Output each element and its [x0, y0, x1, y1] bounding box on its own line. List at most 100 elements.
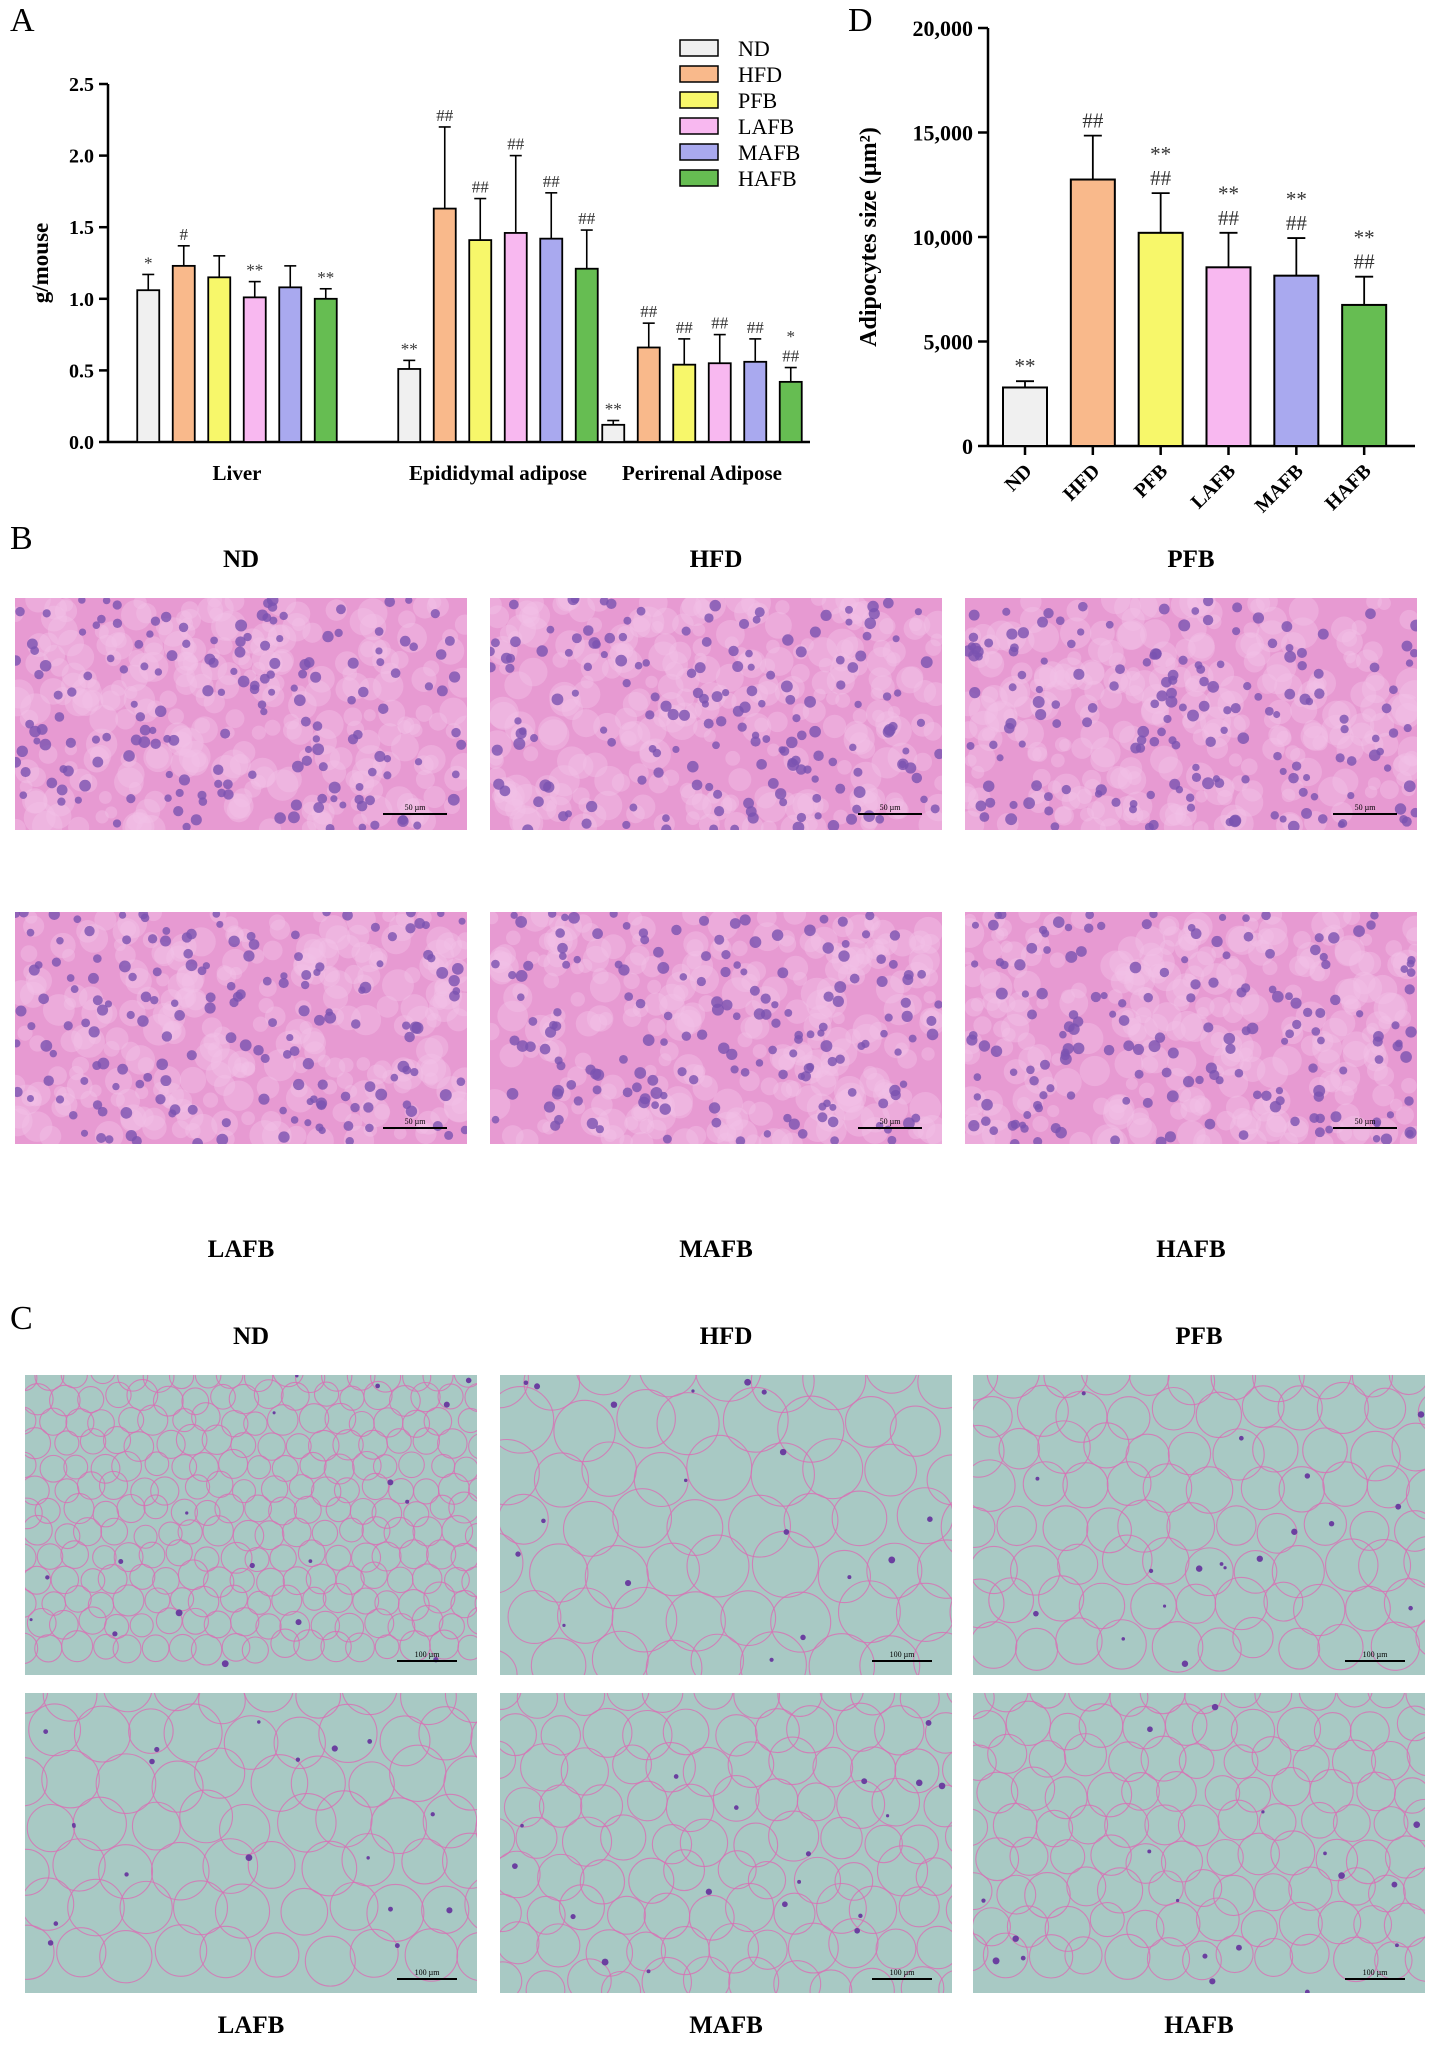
adipocyte [133, 1524, 158, 1549]
nucleus [653, 767, 664, 778]
cytoplasm [124, 685, 138, 699]
scale-bar-label: 100 µm [415, 1650, 441, 1659]
nucleus [899, 1080, 908, 1088]
cytoplasm [1001, 1027, 1016, 1042]
cytoplasm [95, 810, 109, 824]
adipocyte [500, 1493, 549, 1545]
nucleus [1261, 912, 1271, 921]
adipocyte [215, 1375, 244, 1389]
bar-a [313, 297, 338, 443]
cytoplasm [909, 614, 931, 636]
cytoplasm [1268, 724, 1289, 745]
cytoplasm [800, 977, 833, 1010]
cytoplasm [977, 651, 1005, 678]
cytoplasm [178, 740, 211, 773]
cytoplasm [965, 810, 985, 830]
cytoplasm [214, 637, 233, 655]
nucleus [298, 1005, 310, 1017]
micro-bg [500, 1693, 952, 1993]
nucleus [1388, 728, 1399, 738]
cytoplasm [504, 798, 526, 820]
cytoplasm [967, 744, 996, 773]
nucleus [147, 934, 158, 944]
nucleus [696, 976, 706, 987]
cytoplasm [111, 632, 127, 649]
nucleus [968, 632, 979, 642]
cytoplasm [1017, 1096, 1031, 1111]
stromal-nucleus [610, 1401, 618, 1408]
nucleus [543, 1101, 556, 1113]
nucleus [56, 936, 64, 945]
stromal-nucleus [249, 1562, 255, 1569]
adipocyte [79, 1428, 107, 1455]
nucleus [269, 616, 278, 625]
adipocyte [295, 1693, 342, 1719]
adipocyte [973, 1872, 993, 1911]
stromal-nucleus [1291, 1528, 1298, 1535]
adipocyte [693, 1693, 734, 1710]
nucleus [1317, 814, 1328, 824]
nucleus [592, 640, 601, 649]
nucleus [1237, 732, 1250, 745]
cytoplasm [646, 1119, 667, 1140]
adipocyte [656, 1392, 720, 1456]
cytoplasm [1342, 1031, 1372, 1061]
nucleus [97, 1057, 110, 1070]
adipocyte [42, 1693, 98, 1722]
stromal-nucleus [295, 1757, 301, 1762]
cytoplasm [673, 1054, 704, 1085]
y-tick-label-a: 0.0 [69, 432, 94, 454]
nucleus [887, 1135, 897, 1144]
cytoplasm [120, 920, 137, 938]
nucleus [325, 823, 335, 830]
stromal-nucleus [888, 1556, 896, 1564]
nucleus [618, 632, 628, 642]
adipocyte [230, 1432, 257, 1459]
adipocyte [1337, 1867, 1376, 1906]
cytoplasm [1054, 657, 1087, 690]
nucleus [1373, 1030, 1384, 1042]
stromal-nucleus [624, 1579, 632, 1587]
nucleus [1301, 807, 1312, 819]
adipocyte [836, 1779, 886, 1829]
adipocyte [850, 1693, 896, 1716]
cytoplasm [628, 608, 652, 633]
cytoplasm [509, 805, 541, 830]
cytoplasm [381, 924, 411, 955]
cytoplasm [25, 598, 51, 613]
cytoplasm [390, 733, 419, 762]
cytoplasm [1128, 1117, 1158, 1144]
adipocyte [1204, 1775, 1241, 1811]
adipocyte [260, 1475, 289, 1503]
cytoplasm [490, 696, 519, 729]
nucleus [747, 663, 755, 671]
adipocyte [102, 1426, 132, 1455]
nucleus [1043, 792, 1053, 802]
cytoplasm [1117, 620, 1147, 650]
nucleus [318, 1126, 326, 1135]
cytoplasm [1373, 1065, 1395, 1087]
adipocyte [1298, 1693, 1337, 1711]
nucleus [1308, 1063, 1318, 1073]
cytoplasm [299, 1021, 313, 1034]
cytoplasm [490, 751, 504, 769]
cytoplasm [335, 651, 360, 676]
nucleus [160, 935, 172, 947]
cytoplasm [908, 618, 923, 632]
nucleus [25, 719, 35, 729]
adipocyte [1383, 1578, 1425, 1628]
nucleus [1191, 772, 1202, 783]
nucleus [1275, 1086, 1284, 1095]
nucleus [1241, 775, 1250, 784]
cytoplasm [1140, 953, 1165, 978]
legend-swatch-a [679, 117, 719, 135]
liver-he-image: 50 µm [490, 912, 942, 1144]
cytoplasm [423, 785, 446, 809]
adipocyte [500, 1693, 522, 1710]
nucleus [1181, 956, 1189, 964]
bar-a [778, 380, 803, 443]
nucleus [1082, 717, 1093, 728]
cytoplasm [866, 646, 897, 677]
nucleus [561, 913, 569, 922]
adipocyte [142, 1375, 175, 1393]
